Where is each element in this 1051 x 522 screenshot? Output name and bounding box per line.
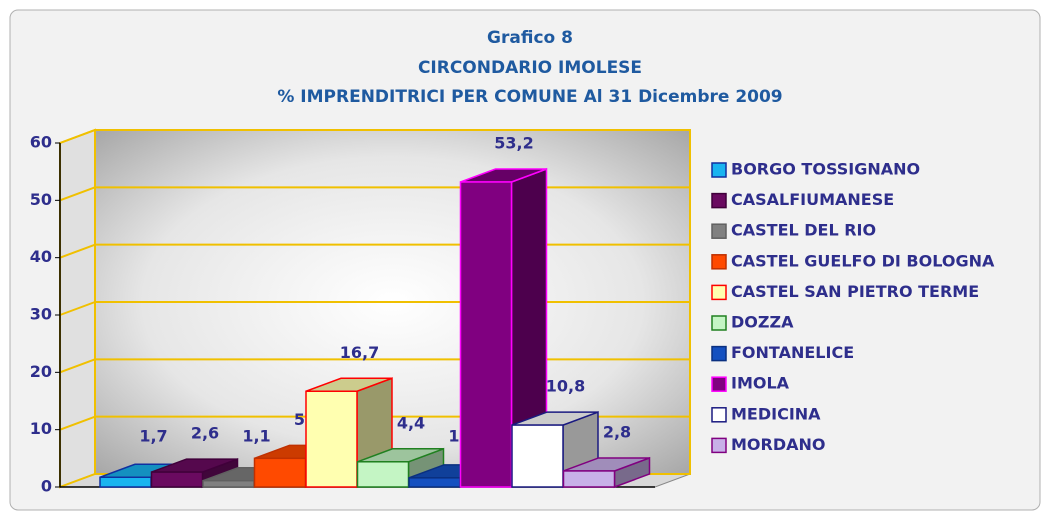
value-label: 16,7 [340, 343, 379, 362]
grid-line [59, 243, 96, 259]
bar [202, 479, 255, 488]
legend-label: MEDICINA [731, 404, 821, 423]
legend-label: CASALFIUMANESE [731, 190, 894, 209]
value-label: 2,8 [603, 422, 631, 441]
y-tick-label: 0 [41, 477, 52, 496]
bar [511, 424, 564, 488]
grid-line [59, 186, 96, 202]
value-label: 4,4 [397, 413, 425, 432]
legend-label: MORDANO [731, 435, 826, 454]
legend-label: CASTEL DEL RIO [731, 221, 876, 240]
legend-swatch [711, 315, 727, 331]
y-tick-label: 30 [30, 305, 52, 324]
grid-line [59, 301, 96, 316]
legend-swatch [711, 437, 727, 454]
bar [150, 471, 204, 488]
grid-line [59, 473, 96, 488]
legend-label: BORGO TOSSIGNANO [731, 160, 920, 179]
grid-line [59, 358, 96, 374]
value-label: 1,7 [139, 427, 167, 446]
grid-line [59, 129, 96, 144]
bar [459, 181, 513, 488]
grid-line [59, 415, 96, 431]
value-label: 10,8 [546, 377, 585, 396]
y-tick-label: 20 [30, 362, 52, 381]
value-label: 53,2 [494, 133, 533, 152]
chart-title: CIRCONDARIO IMOLESE [418, 58, 642, 78]
legend-swatch [711, 284, 727, 301]
y-tick-label: 50 [30, 190, 52, 209]
bar [356, 461, 410, 488]
bar [305, 390, 358, 488]
legend-swatch [711, 407, 727, 423]
bar [253, 457, 307, 488]
legend-label: CASTEL GUELFO DI BOLOGNA [731, 251, 995, 270]
chart-title: Grafico 8 [487, 28, 573, 48]
bar [99, 476, 152, 488]
legend-label: IMOLA [731, 374, 790, 393]
legend-swatch [711, 376, 727, 392]
value-label: 2,6 [191, 424, 219, 443]
legend-swatch [711, 162, 727, 178]
legend-swatch [711, 254, 727, 270]
y-tick-label: 40 [30, 247, 52, 266]
legend-label: DOZZA [731, 313, 794, 332]
legend-label: CASTEL SAN PIETRO TERME [731, 282, 979, 301]
y-tick-label: 60 [30, 133, 52, 152]
legend-label: FONTANELICE [731, 343, 854, 362]
legend-swatch [711, 345, 727, 362]
y-tick-label: 10 [30, 419, 52, 438]
legend-swatch [711, 192, 727, 209]
chart-title: % IMPRENDITRICI PER COMUNE Al 31 Dicembr… [277, 87, 782, 107]
legend-swatch [711, 223, 727, 239]
bar [408, 477, 461, 488]
value-label: 1,1 [242, 427, 270, 446]
bar [562, 470, 616, 488]
